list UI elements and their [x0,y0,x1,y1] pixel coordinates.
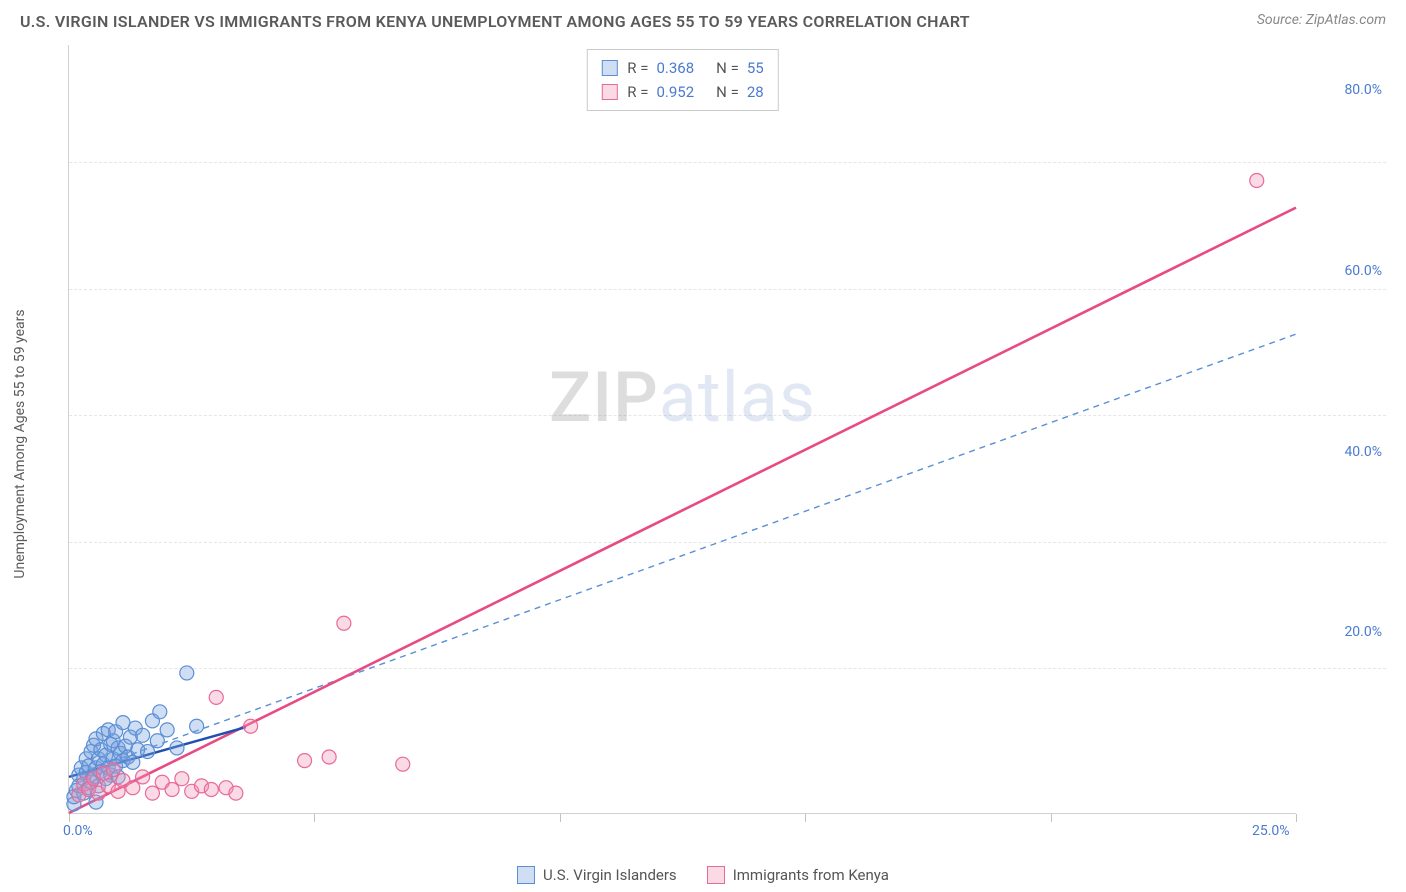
plot-area: R = 0.368 N = 55 R = 0.952 N = 28 ZIPatl… [68,45,1296,814]
r-label: R = [627,56,648,80]
legend-swatch-icon [601,60,617,76]
legend-swatch-icon [517,866,535,884]
y-tick-label: 60.0% [1344,263,1382,279]
source-label: Source: ZipAtlas.com [1257,12,1386,28]
series-legend: U.S. Virgin Islanders Immigrants from Ke… [0,866,1406,884]
r-value: 0.368 [656,56,694,80]
legend-item-kenya: Immigrants from Kenya [707,866,889,884]
legend-item-usvi: U.S. Virgin Islanders [517,866,677,884]
n-value: 28 [747,80,764,104]
legend-row-usvi: R = 0.368 N = 55 [601,56,763,80]
y-tick-label: 80.0% [1344,82,1382,98]
legend-swatch-icon [707,866,725,884]
legend-row-kenya: R = 0.952 N = 28 [601,80,763,104]
chart-title: U.S. VIRGIN ISLANDER VS IMMIGRANTS FROM … [20,12,970,31]
x-tick-label: 25.0% [1252,823,1290,839]
scatter-plot [69,45,1296,813]
legend-label: U.S. Virgin Islanders [543,866,677,884]
y-tick-label: 40.0% [1344,444,1382,460]
r-value: 0.952 [656,80,694,104]
chart-container: Unemployment Among Ages 55 to 59 years R… [50,45,1386,842]
legend-label: Immigrants from Kenya [733,866,889,884]
correlation-legend: R = 0.368 N = 55 R = 0.952 N = 28 [586,49,778,111]
r-label: R = [627,80,648,104]
y-axis-label: Unemployment Among Ages 55 to 59 years [12,309,28,578]
n-value: 55 [747,56,764,80]
legend-swatch-icon [601,84,617,100]
y-tick-label: 20.0% [1344,624,1382,640]
n-label: N = [716,56,739,80]
x-tick-label: 0.0% [63,823,93,839]
n-label: N = [716,80,739,104]
